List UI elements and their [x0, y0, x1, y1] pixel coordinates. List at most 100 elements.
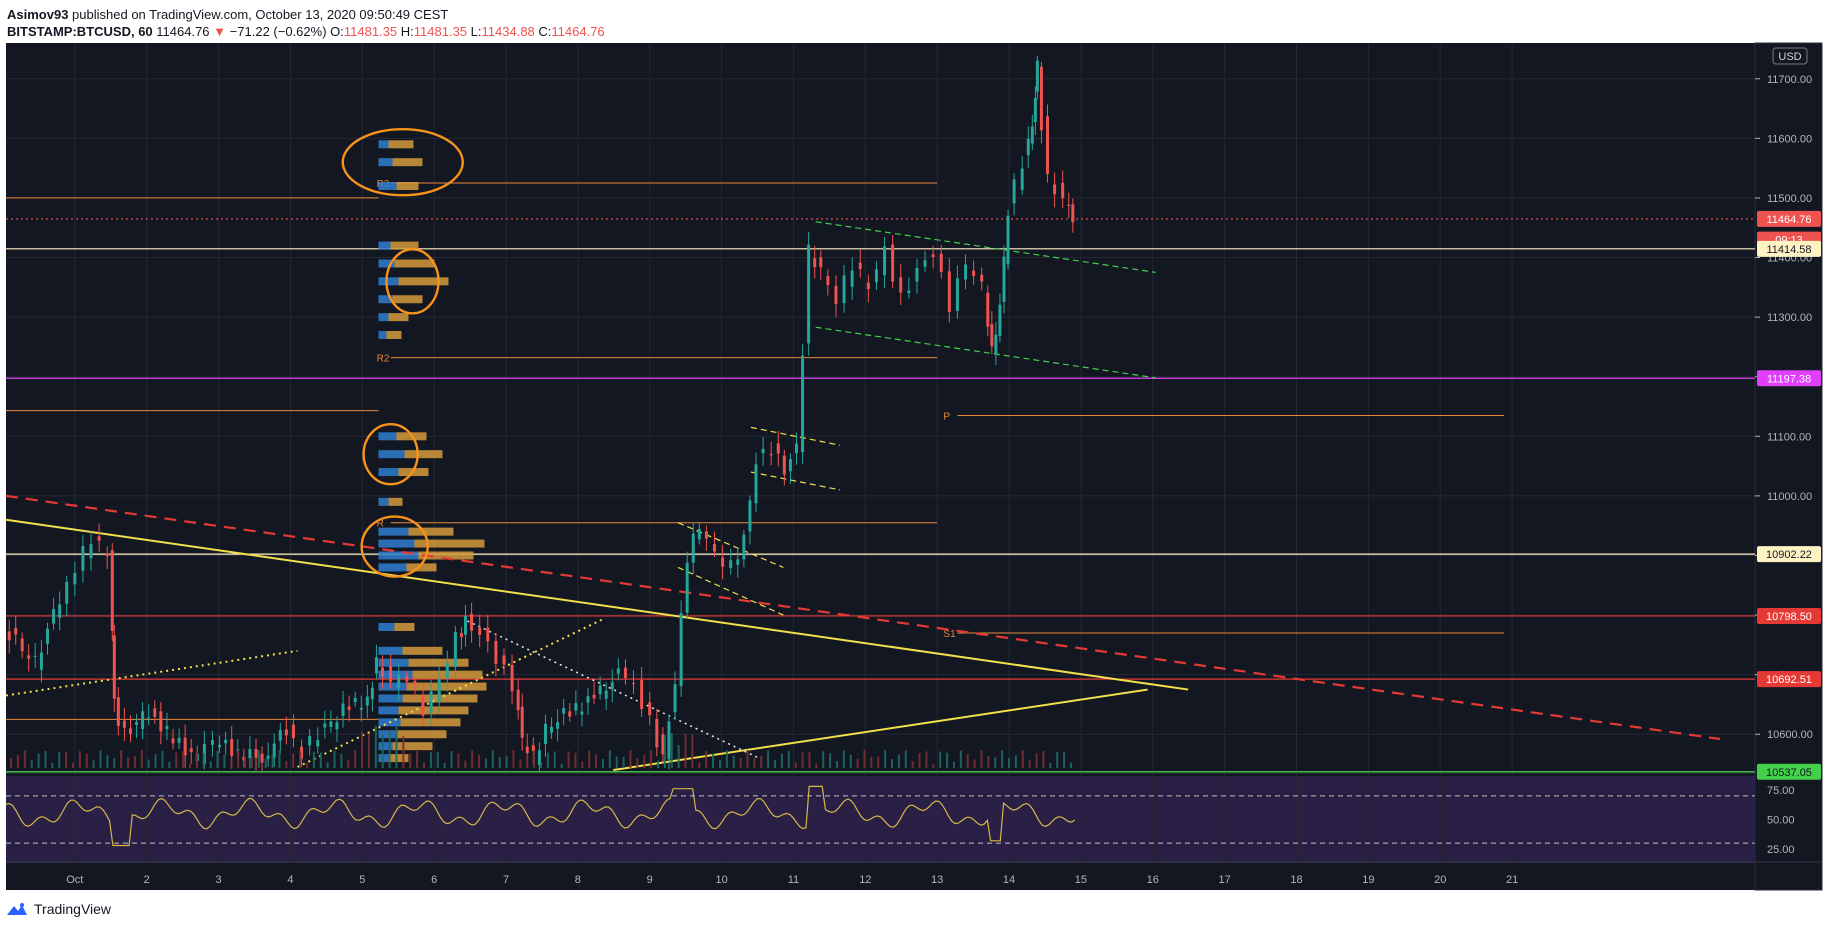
volume-profile-bar-up: [378, 730, 397, 739]
brand-name[interactable]: TradingView: [34, 901, 112, 917]
volume-bar: [1042, 751, 1045, 768]
candle-body: [604, 690, 608, 699]
volume-profile-bar-up: [378, 551, 419, 560]
volume-profile-bar-up: [378, 658, 409, 667]
date-tick-label: 17: [1219, 874, 1231, 886]
candle-body: [429, 691, 433, 714]
price-axis-tag: [1757, 210, 1821, 227]
candle-body: [478, 627, 482, 636]
volume-bar: [780, 753, 783, 768]
candle-body: [347, 706, 351, 710]
candle-body: [177, 737, 181, 743]
volume-bar: [657, 760, 660, 768]
price-axis-tag-label: 10692.51: [1766, 674, 1812, 686]
price-tick-label: 11700.00: [1767, 74, 1812, 86]
candle-body: [1067, 204, 1071, 206]
candle-body: [7, 631, 11, 641]
ohlc-line: BITSTAMP:BTCUSD, 60 11464.76 ▼ −71.22 (−…: [7, 23, 1828, 40]
volume-bar: [946, 752, 949, 768]
candle-body: [729, 560, 733, 568]
close-label: C:: [538, 24, 552, 39]
candle-body: [122, 720, 126, 728]
volume-bar: [939, 751, 942, 768]
volume-bar: [326, 762, 329, 768]
volume-profile-bar-up: [378, 432, 397, 441]
volume-profile-bar-up: [378, 706, 399, 715]
price-tick-label: 11100.00: [1767, 431, 1811, 443]
date-tick-label: 11: [788, 874, 799, 886]
candle-body: [189, 748, 193, 753]
volume-bar: [822, 751, 825, 768]
volume-profile-bar-up: [378, 527, 409, 536]
date-tick-label: 8: [575, 874, 581, 886]
volume-bar: [319, 752, 322, 768]
volume-bar: [237, 750, 240, 768]
volume-bar: [787, 750, 790, 768]
candle-body: [907, 290, 911, 294]
volume-profile-bar-down: [392, 295, 423, 304]
chart-background: [6, 43, 1755, 890]
volume-bar: [292, 753, 295, 768]
volume-bar: [829, 753, 832, 768]
volume-bar: [230, 758, 233, 768]
candle-body: [742, 534, 746, 560]
date-tick-label: 9: [647, 874, 653, 886]
volume-bar: [1021, 750, 1024, 768]
down-arrow-icon: ▼: [213, 24, 227, 39]
candle-body: [291, 724, 295, 739]
date-tick-label: 19: [1362, 874, 1374, 886]
descending-yellow-trendline: [5, 518, 1189, 691]
candle-body: [883, 246, 887, 276]
author-name[interactable]: Asimov93: [7, 7, 69, 22]
candle-body: [128, 728, 132, 734]
volume-bar: [306, 763, 309, 768]
volume-bar: [16, 755, 19, 768]
price-axis-tag: [1757, 607, 1821, 624]
candle-body: [266, 755, 270, 759]
price-axis-tag-label: 10798.50: [1766, 611, 1812, 623]
candle-body: [300, 746, 304, 759]
price-axis-tag: [1757, 763, 1821, 780]
candle-body: [939, 253, 943, 273]
candle-body: [353, 697, 357, 702]
candle-body: [640, 680, 644, 710]
candle-body: [520, 706, 524, 738]
candle-body: [502, 655, 506, 665]
candle-body: [81, 546, 85, 571]
candle-body: [421, 695, 425, 716]
candle-body: [359, 707, 363, 710]
candle-body: [819, 257, 823, 268]
candle-body: [598, 685, 602, 695]
symbol-label[interactable]: BITSTAMP:BTCUSD, 60: [7, 24, 153, 39]
high-value: 11481.35: [413, 24, 468, 39]
volume-bar: [732, 755, 735, 768]
dotted-yellow-support: [5, 649, 298, 697]
volume-bar: [966, 754, 969, 768]
volume-bar: [870, 756, 873, 768]
price-axis-tag-label: 11464.76: [1766, 214, 1811, 226]
volume-bar: [959, 750, 962, 768]
rsi-background: [6, 776, 1755, 863]
volume-bar: [491, 750, 494, 768]
volume-bar: [1069, 762, 1072, 768]
date-tick-label: 18: [1290, 874, 1302, 886]
volume-bar: [106, 755, 109, 768]
candle-body: [33, 655, 37, 657]
volume-bar: [51, 762, 54, 768]
volume-bar: [30, 760, 33, 768]
volume-bar: [257, 750, 260, 768]
candle-body: [445, 662, 449, 679]
pivot-label: S1: [943, 629, 956, 640]
candle-body: [574, 703, 578, 711]
rsi-line: [5, 785, 1076, 847]
footer-brand: TradingView: [6, 897, 111, 921]
volume-bar: [140, 750, 143, 768]
volume-bar: [23, 750, 26, 768]
volume-bar: [188, 763, 191, 768]
volume-bar: [175, 752, 178, 768]
volume-bar: [423, 762, 426, 768]
volume-bar: [354, 750, 357, 768]
volume-bar: [347, 759, 350, 768]
volume-bar: [37, 753, 40, 768]
